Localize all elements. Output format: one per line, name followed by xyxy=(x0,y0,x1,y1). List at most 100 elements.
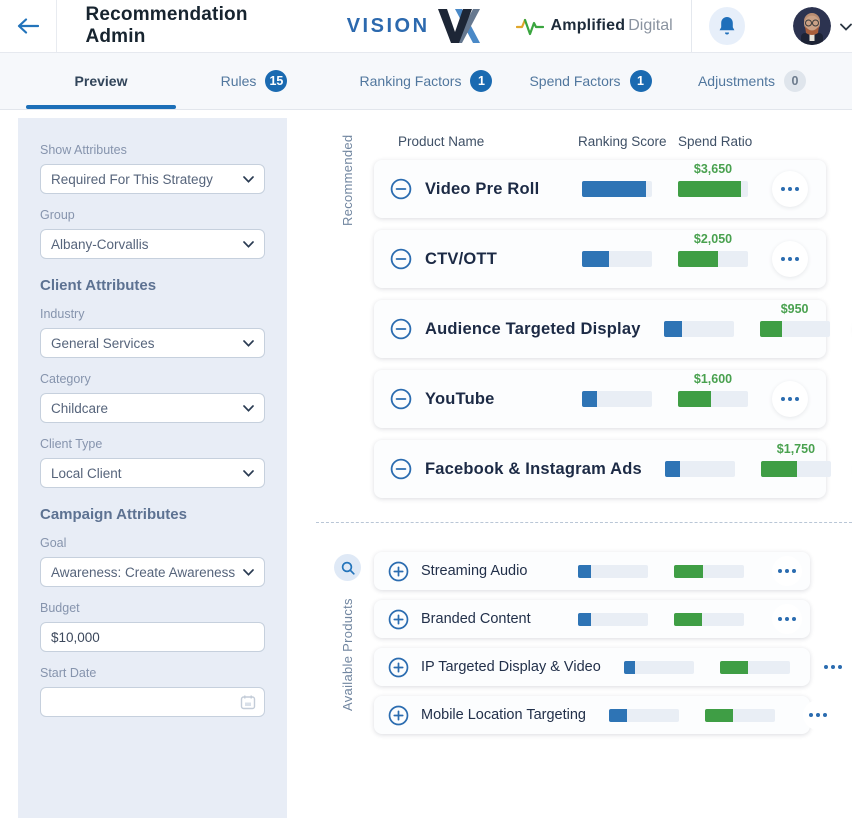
bell-icon xyxy=(719,17,735,35)
search-icon xyxy=(341,561,355,575)
spend-amount: $3,650 xyxy=(693,162,733,176)
vision-x-logo: VISION xyxy=(347,8,482,44)
remove-product-icon[interactable] xyxy=(390,178,412,200)
tab-badge: 0 xyxy=(784,70,807,92)
spend-amount: $1,750 xyxy=(776,442,816,456)
available-products-list: Streaming Audio Branded Content IP Targe… xyxy=(374,552,848,744)
tab-spend-factors[interactable]: Spend Factors 1 xyxy=(513,53,668,109)
remove-product-icon[interactable] xyxy=(390,458,412,480)
top-header: Recommendation Admin VISION Amplified Dig… xyxy=(0,0,852,53)
ranking-score-bar xyxy=(664,461,735,477)
spend-ratio-bar: $2,050 xyxy=(678,232,748,267)
column-header-ranking-score: Ranking Score xyxy=(578,134,667,149)
start-date-label: Start Date xyxy=(40,666,97,680)
ranking-score-bar xyxy=(578,612,648,626)
back-arrow-icon xyxy=(18,18,40,34)
chevron-down-icon xyxy=(243,568,254,576)
available-product-row: Mobile Location Targeting xyxy=(374,696,833,734)
client-type-select[interactable]: Local Client xyxy=(40,458,265,488)
calendar-icon[interactable] xyxy=(240,694,256,710)
ranking-score-bar xyxy=(663,321,734,337)
row-menu-button[interactable] xyxy=(772,241,808,277)
available-product-row: Streaming Audio xyxy=(374,552,810,590)
spend-ratio-bar: $1,600 xyxy=(678,372,748,407)
budget-input[interactable] xyxy=(40,622,265,652)
column-header-product-name: Product Name xyxy=(398,134,485,149)
chevron-down-icon xyxy=(243,404,254,412)
spend-ratio-bar xyxy=(719,660,790,674)
group-select[interactable]: Albany-Corvallis xyxy=(40,229,265,259)
column-header-spend-ratio: Spend Ratio xyxy=(678,134,753,149)
section-divider xyxy=(316,522,852,523)
page-title: Recommendation Admin xyxy=(85,4,248,47)
avatar-photo xyxy=(793,7,831,45)
product-name: Branded Content xyxy=(421,611,531,627)
spend-ratio-bar: $1,750 xyxy=(760,442,831,477)
ranking-score-bar xyxy=(582,251,652,267)
tab-ranking-factors[interactable]: Ranking Factors 1 xyxy=(342,53,510,109)
available-products-section-label: Available Products xyxy=(340,598,355,711)
row-menu-button[interactable] xyxy=(772,556,802,586)
remove-product-icon[interactable] xyxy=(390,318,412,340)
spend-ratio-bar xyxy=(674,612,744,626)
client-type-label: Client Type xyxy=(40,437,103,451)
row-menu-button[interactable] xyxy=(802,700,833,730)
product-name: YouTube xyxy=(425,389,495,408)
ranking-score-bar xyxy=(578,564,648,578)
product-name: IP Targeted Display & Video xyxy=(421,659,601,675)
recommended-section-label: Recommended xyxy=(340,135,355,227)
tab-preview[interactable]: Preview xyxy=(26,53,176,109)
chevron-down-icon xyxy=(243,240,254,248)
row-menu-button[interactable] xyxy=(817,652,848,682)
add-product-icon[interactable] xyxy=(388,561,409,582)
campaign-attributes-heading: Campaign Attributes xyxy=(40,506,187,523)
ranking-score-bar xyxy=(582,391,652,407)
tab-bar: Preview Rules 15 Ranking Factors 1 Spend F… xyxy=(0,53,852,110)
row-menu-button[interactable] xyxy=(772,381,808,417)
industry-label: Industry xyxy=(40,307,85,321)
tab-badge: 1 xyxy=(629,70,652,92)
search-products-button[interactable] xyxy=(334,554,361,581)
chevron-down-icon xyxy=(243,339,254,347)
goal-select[interactable]: Awareness: Create Awareness xyxy=(40,557,265,587)
header-divider xyxy=(690,0,692,52)
industry-select[interactable]: General Services xyxy=(40,328,265,358)
vx-logo-icon xyxy=(437,9,480,43)
recommended-products-list: Video Pre Roll $3,650 CTV/OTT $2,050 Aud… xyxy=(374,160,831,510)
tab-badge: 1 xyxy=(470,70,493,92)
goal-label: Goal xyxy=(40,536,67,550)
main-content: Show Attributes Required For This Strate… xyxy=(0,110,852,818)
tab-label: Rules xyxy=(220,73,257,89)
row-menu-button[interactable] xyxy=(772,604,802,634)
tab-label: Spend Factors xyxy=(529,73,621,89)
client-attributes-heading: Client Attributes xyxy=(40,277,157,294)
category-select[interactable]: Childcare xyxy=(40,393,265,423)
notifications-button[interactable] xyxy=(708,7,745,45)
available-product-row: IP Targeted Display & Video xyxy=(374,648,848,686)
avatar[interactable] xyxy=(793,7,831,45)
add-product-icon[interactable] xyxy=(388,609,409,630)
show-attributes-select[interactable]: Required For This Strategy xyxy=(40,164,265,194)
group-label: Group xyxy=(40,208,75,222)
recommended-product-row: Audience Targeted Display $950 xyxy=(374,300,830,358)
chevron-down-icon xyxy=(243,469,254,477)
remove-product-icon[interactable] xyxy=(390,248,412,270)
user-menu-chevron-icon[interactable] xyxy=(840,19,852,34)
product-name: CTV/OTT xyxy=(425,249,497,268)
ranking-score-bar xyxy=(582,181,652,197)
pulse-icon xyxy=(515,18,544,36)
product-name: Mobile Location Targeting xyxy=(421,707,586,723)
add-product-icon[interactable] xyxy=(388,705,409,726)
recommended-product-row: Video Pre Roll $3,650 xyxy=(374,160,826,218)
row-menu-button[interactable] xyxy=(772,171,808,207)
filters-sidebar: Show Attributes Required For This Strate… xyxy=(18,118,287,818)
remove-product-icon[interactable] xyxy=(390,388,412,410)
tab-adjustments[interactable]: Adjustments 0 xyxy=(678,53,826,109)
start-date-input[interactable] xyxy=(40,687,265,717)
add-product-icon[interactable] xyxy=(388,657,409,678)
budget-label: Budget xyxy=(40,601,80,615)
back-button[interactable] xyxy=(0,0,58,52)
tab-rules[interactable]: Rules 15 xyxy=(178,53,330,109)
chevron-down-icon xyxy=(243,175,254,183)
vision-logo-text: VISION xyxy=(346,14,430,37)
